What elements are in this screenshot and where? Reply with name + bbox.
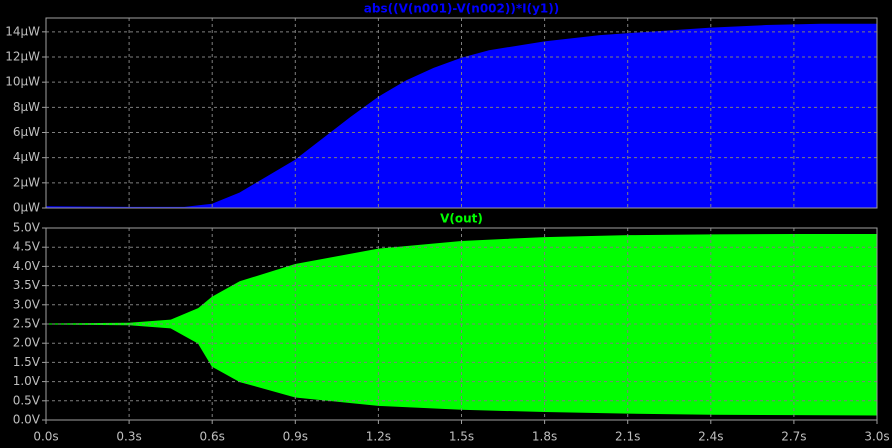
x-tick-label: 2.4s: [698, 430, 723, 444]
x-tick-label: 0.3s: [116, 430, 141, 444]
y-tick-label: 10µW: [5, 75, 40, 89]
x-tick-label: 0.6s: [200, 430, 225, 444]
x-tick-label: 1.8s: [532, 430, 557, 444]
y-tick-label: 8µW: [13, 100, 40, 114]
y-tick-label: 2µW: [13, 175, 40, 189]
y-tick-label: 0µW: [13, 201, 40, 215]
y-tick-label: 3.0V: [13, 297, 41, 311]
y-tick-label: 0.0V: [13, 413, 41, 427]
y-tick-label: 2.5V: [13, 317, 41, 331]
y-tick-label: 2.0V: [13, 336, 41, 350]
y-tick-label: 0.5V: [13, 393, 41, 407]
x-tick-label: 0.0s: [33, 430, 58, 444]
x-tick-label: 3.0s: [864, 430, 889, 444]
x-tick-label: 2.7s: [781, 430, 806, 444]
y-tick-label: 6µW: [13, 125, 40, 139]
pane-title: abs((V(n001)-V(n002))*I(y1)): [364, 2, 559, 16]
pane-title: V(out): [440, 212, 483, 226]
x-tick-label: 1.2s: [366, 430, 391, 444]
y-tick-label: 4.0V: [13, 259, 41, 273]
y-tick-label: 14µW: [5, 24, 40, 38]
x-tick-label: 2.1s: [615, 430, 640, 444]
y-tick-label: 12µW: [5, 50, 40, 64]
y-tick-label: 5.0V: [13, 221, 41, 235]
plot-frame: [45, 17, 878, 209]
y-tick-label: 3.5V: [13, 278, 41, 292]
x-tick-label: 1.5s: [449, 430, 474, 444]
y-tick-label: 1.0V: [13, 374, 41, 388]
y-tick-label: 1.5V: [13, 355, 41, 369]
y-tick-label: 4µW: [13, 150, 40, 164]
y-tick-label: 4.5V: [13, 240, 41, 254]
x-tick-label: 0.9s: [283, 430, 308, 444]
